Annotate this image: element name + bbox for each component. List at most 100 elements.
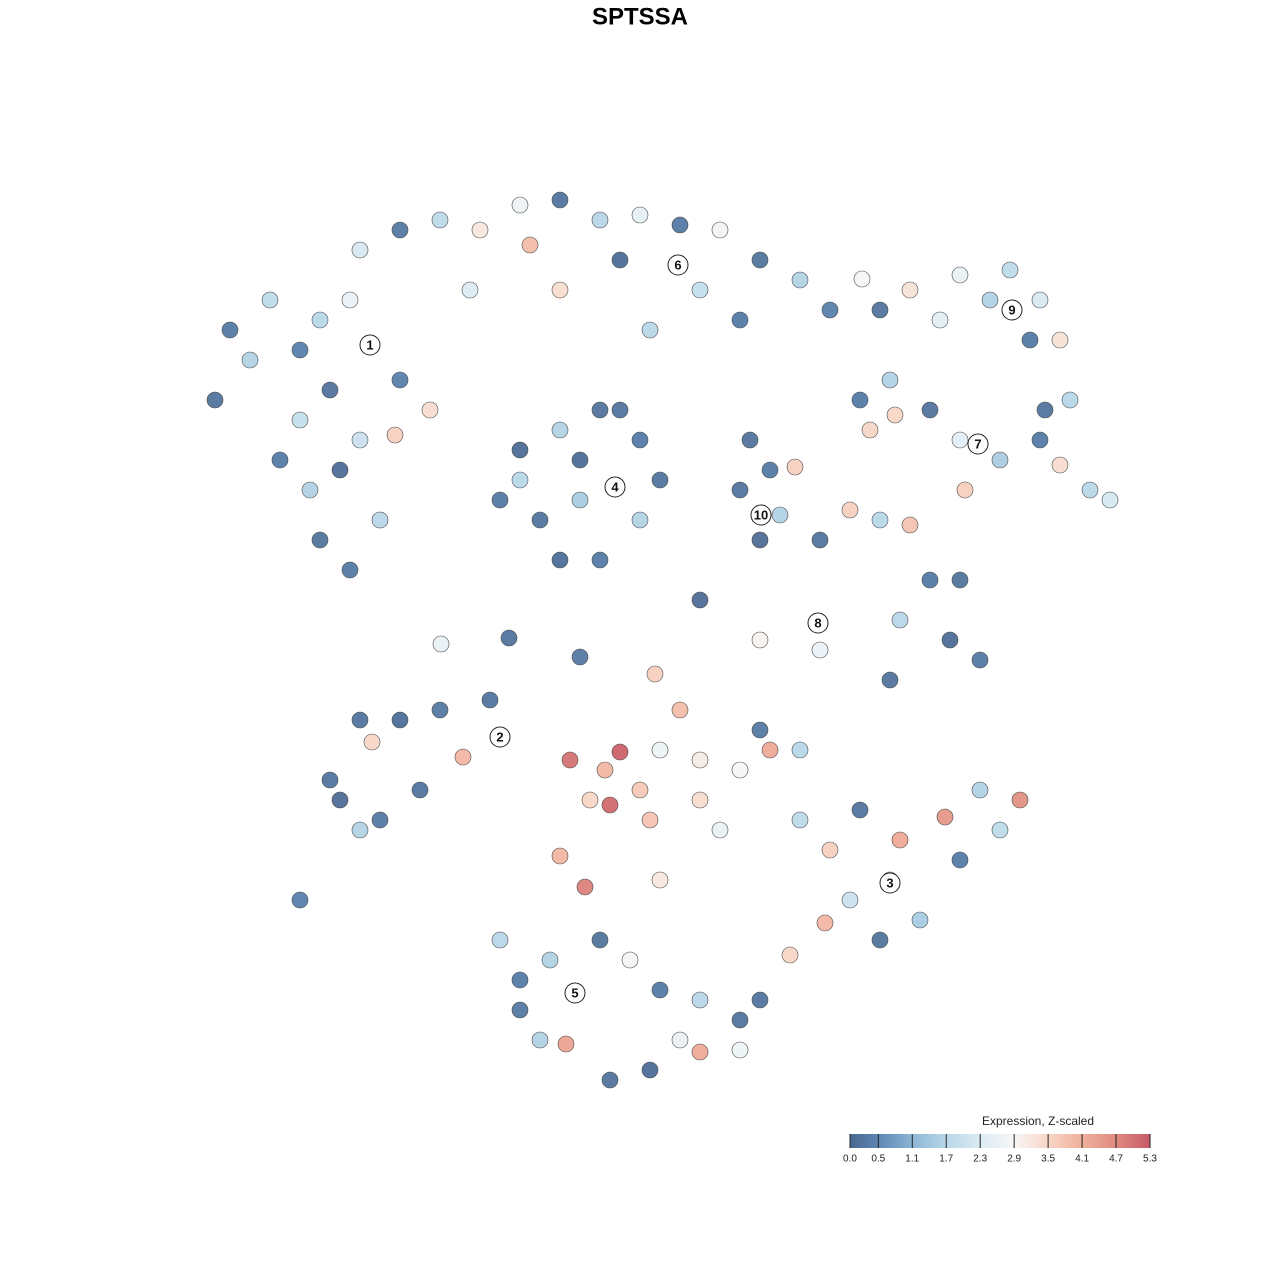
point <box>341 291 359 309</box>
point <box>816 914 834 932</box>
point <box>591 211 609 229</box>
point <box>841 501 859 519</box>
point <box>481 691 499 709</box>
point <box>671 216 689 234</box>
point <box>991 821 1009 839</box>
point <box>711 221 729 239</box>
point <box>581 791 599 809</box>
point <box>591 931 609 949</box>
point <box>351 241 369 259</box>
point <box>641 1061 659 1079</box>
point <box>931 311 949 329</box>
point <box>971 781 989 799</box>
point <box>811 531 829 549</box>
point <box>363 733 381 751</box>
point <box>911 911 929 929</box>
point <box>731 761 749 779</box>
point <box>500 629 518 647</box>
point <box>871 931 889 949</box>
point <box>301 481 319 499</box>
point <box>691 991 709 1009</box>
point <box>461 281 479 299</box>
point <box>631 431 649 449</box>
point <box>646 665 664 683</box>
point <box>853 270 871 288</box>
point <box>941 631 959 649</box>
cluster-label: 7 <box>974 436 981 451</box>
point <box>791 741 809 759</box>
point <box>821 301 839 319</box>
point <box>951 266 969 284</box>
point <box>421 401 439 419</box>
point <box>786 458 804 476</box>
colorbar-tick-label: 4.1 <box>1075 1154 1089 1165</box>
point <box>751 251 769 269</box>
point <box>901 516 919 534</box>
point <box>576 878 594 896</box>
point <box>557 1035 575 1053</box>
point <box>521 236 539 254</box>
colorbar-tick-label: 5.3 <box>1143 1154 1157 1165</box>
cluster-label: 4 <box>611 479 619 494</box>
point <box>651 871 669 889</box>
colorbar: Expression, Z-scaled 0.0 0.5 1.1 1.7 2.3 2.9 3… <box>843 1114 1157 1164</box>
point <box>596 761 614 779</box>
point <box>221 321 239 339</box>
cluster-label-badge <box>489 726 511 748</box>
point <box>921 401 939 419</box>
point <box>321 771 339 789</box>
point <box>641 811 659 829</box>
point <box>321 381 339 399</box>
point <box>1011 791 1029 809</box>
point <box>571 491 589 509</box>
point <box>1061 391 1079 409</box>
point <box>531 511 549 529</box>
point <box>791 271 809 289</box>
point <box>331 461 349 479</box>
point <box>691 791 709 809</box>
cluster-label-badge <box>879 872 901 894</box>
point <box>561 751 579 769</box>
point <box>731 1011 749 1029</box>
point <box>951 851 969 869</box>
point <box>751 631 769 649</box>
point <box>311 531 329 549</box>
point <box>611 401 629 419</box>
point <box>431 701 449 719</box>
cluster-label: 1 <box>366 337 373 352</box>
point <box>871 301 889 319</box>
point <box>761 461 779 479</box>
point <box>741 431 759 449</box>
cluster-label: 3 <box>886 875 893 890</box>
point <box>691 751 709 769</box>
cluster-label-badge <box>967 433 989 455</box>
colorbar-title: Expression, Z-scaled <box>982 1114 1094 1128</box>
point <box>891 611 909 629</box>
cluster-labels: 1 2 3 4 5 6 7 8 9 10 <box>359 254 1023 1004</box>
point <box>731 481 749 499</box>
point <box>391 711 409 729</box>
point <box>771 506 789 524</box>
colorbar-tick-label: 1.1 <box>905 1154 919 1165</box>
point <box>1001 261 1019 279</box>
colorbar-tick-label: 2.3 <box>973 1154 987 1165</box>
point <box>971 651 989 669</box>
point <box>811 641 829 659</box>
cluster-label: 10 <box>754 507 768 522</box>
point <box>631 206 649 224</box>
point <box>491 931 509 949</box>
point <box>571 451 589 469</box>
colorbar-tick-label: 4.7 <box>1109 1154 1123 1165</box>
point <box>1021 331 1039 349</box>
point <box>881 671 899 689</box>
point <box>351 711 369 729</box>
colorbar-tick-label: 0.0 <box>843 1154 857 1165</box>
point <box>291 891 309 909</box>
point <box>611 251 629 269</box>
point <box>511 441 529 459</box>
point <box>1051 456 1069 474</box>
point <box>601 796 619 814</box>
point <box>991 451 1009 469</box>
